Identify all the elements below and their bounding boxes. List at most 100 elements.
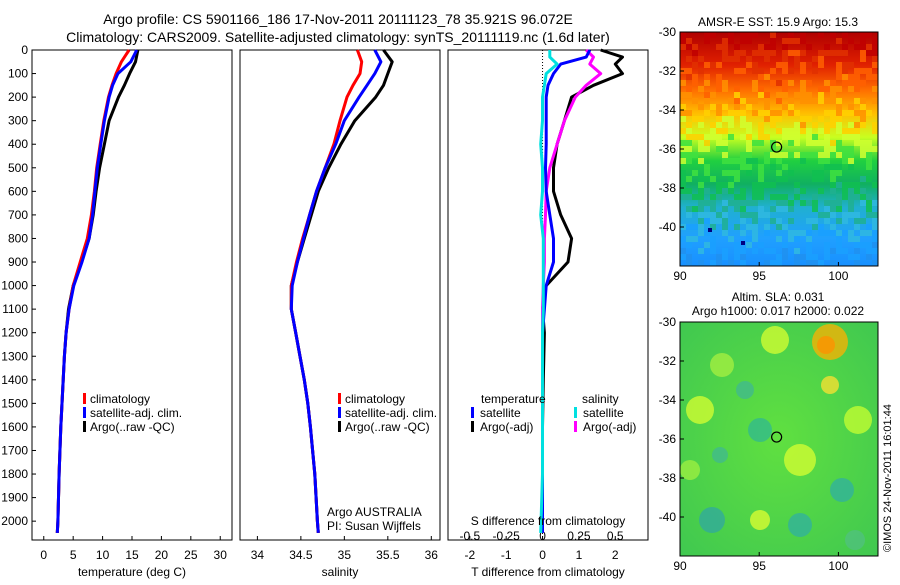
- sst-cell: [812, 140, 818, 146]
- sst-cell: [692, 44, 698, 50]
- sst-cell: [764, 44, 770, 50]
- argo-location-marker: [771, 141, 783, 153]
- sst-cell: [704, 32, 710, 38]
- sst-cell: [836, 170, 842, 176]
- sst-cell: [752, 158, 758, 164]
- sst-cell: [854, 242, 860, 248]
- sst-cell: [800, 122, 806, 128]
- sst-cell: [818, 230, 824, 236]
- sst-cell: [686, 212, 692, 218]
- salinity-xlabel: salinity: [322, 565, 359, 579]
- sst-cell: [770, 194, 776, 200]
- sst-cell: [716, 146, 722, 152]
- sla-blob: [750, 510, 770, 530]
- difference-line-0: [541, 49, 592, 533]
- sst-cell: [686, 194, 692, 200]
- sst-cell: [764, 116, 770, 122]
- sla-blob: [844, 406, 872, 434]
- sst-cell: [788, 236, 794, 242]
- t-difference-x-axis: -2 -1 0 1 2: [464, 536, 619, 562]
- sst-cell: [794, 140, 800, 146]
- sst-cell: [740, 110, 746, 116]
- sst-cell: [710, 32, 716, 38]
- sst-cell: [728, 134, 734, 140]
- sst-cell: [704, 62, 710, 68]
- sst-cell: [698, 122, 704, 128]
- s-difference-axis-labels: -0.5 -0.25 0 0.25 0.5: [459, 529, 623, 543]
- sst-cell: [764, 104, 770, 110]
- sla-blob: [761, 326, 789, 354]
- sst-cell: [830, 224, 836, 230]
- sst-cell: [782, 248, 788, 254]
- sst-cell: [806, 116, 812, 122]
- sst-cell: [734, 68, 740, 74]
- sst-cell: [722, 254, 728, 260]
- sst-cell: [848, 110, 854, 116]
- map-y-tick-label: -32: [659, 64, 677, 78]
- sst-cell: [776, 116, 782, 122]
- sst-cell: [860, 38, 866, 44]
- sst-cell: [800, 50, 806, 56]
- sla-blob: [748, 418, 772, 442]
- sst-cell: [842, 212, 848, 218]
- sst-cell: [692, 236, 698, 242]
- sst-cell: [758, 122, 764, 128]
- argo-australia-annotation: Argo AUSTRALIA: [327, 505, 422, 519]
- sst-cell: [734, 170, 740, 176]
- sst-cell: [794, 182, 800, 188]
- sst-cell: [860, 218, 866, 224]
- sla-blob: [817, 336, 835, 354]
- sst-cell: [854, 68, 860, 74]
- sst-cell: [854, 218, 860, 224]
- sst-cell: [806, 230, 812, 236]
- sst-cell: [686, 56, 692, 62]
- sst-cell: [824, 200, 830, 206]
- sst-cell: [746, 122, 752, 128]
- sst-cell: [806, 254, 812, 260]
- sst-cell: [680, 128, 686, 134]
- sst-cell: [794, 254, 800, 260]
- sst-cell: [680, 104, 686, 110]
- sst-cell: [800, 200, 806, 206]
- sst-cell: [794, 260, 800, 266]
- sst-cell: [788, 134, 794, 140]
- sst-cell: [716, 62, 722, 68]
- sst-cell: [830, 164, 836, 170]
- sst-cell: [842, 80, 848, 86]
- legend-swatch-argo: [83, 421, 86, 432]
- sst-cell: [794, 188, 800, 194]
- sst-cell: [680, 116, 686, 122]
- sst-cell: [680, 32, 686, 38]
- sst-cell: [770, 44, 776, 50]
- sst-cell: [794, 92, 800, 98]
- sst-cell: [860, 98, 866, 104]
- sst-cell: [728, 32, 734, 38]
- sst-cell: [788, 206, 794, 212]
- sst-cell: [740, 38, 746, 44]
- map-y-tick-label: -38: [659, 471, 677, 485]
- sst-cell: [710, 194, 716, 200]
- sst-cell: [698, 86, 704, 92]
- sst-cell: [698, 200, 704, 206]
- sst-cell: [764, 158, 770, 164]
- sst-cell: [686, 260, 692, 266]
- sst-cell: [740, 248, 746, 254]
- sst-cell: [776, 128, 782, 134]
- sst-cell: [698, 212, 704, 218]
- sst-cell: [830, 230, 836, 236]
- sst-cell: [836, 206, 842, 212]
- sst-cell: [734, 98, 740, 104]
- sst-cell: [722, 182, 728, 188]
- depth-tick-label: 1400: [1, 373, 28, 387]
- temperature-line-0: [55, 49, 131, 533]
- sst-cell: [806, 152, 812, 158]
- legend-swatch-s-argo: [574, 421, 577, 432]
- sst-cell: [740, 122, 746, 128]
- sst-cell: [740, 194, 746, 200]
- sst-cell: [854, 212, 860, 218]
- sst-cell: [728, 158, 734, 164]
- sst-cell: [686, 146, 692, 152]
- sst-cell: [842, 182, 848, 188]
- sst-cell: [722, 188, 728, 194]
- sst-cell: [716, 86, 722, 92]
